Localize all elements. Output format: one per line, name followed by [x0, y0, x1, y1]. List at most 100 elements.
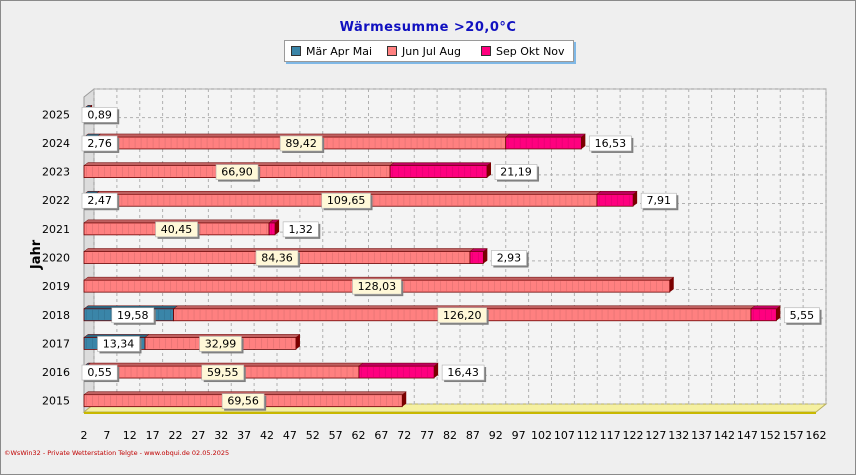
bar-end-face: [487, 162, 492, 178]
x-tick-label: 122: [623, 429, 644, 442]
bar-end-face: [295, 334, 300, 350]
data-label-box: [491, 250, 527, 266]
x-tick-label: 32: [214, 429, 228, 442]
x-tick-label: 102: [531, 429, 552, 442]
bar-segment: [596, 193, 634, 207]
x-tick-label: 142: [714, 429, 735, 442]
x-tick-label: 37: [237, 429, 251, 442]
y-tick-label: 2018: [42, 309, 70, 322]
x-tick-label: 27: [191, 429, 205, 442]
x-tick-label: 62: [352, 429, 366, 442]
data-label: 40,45: [161, 223, 193, 236]
x-tick-label: 112: [577, 429, 598, 442]
y-tick-label: 2022: [42, 194, 70, 207]
bar-end-face: [402, 391, 407, 407]
data-label: 5,55: [790, 309, 815, 322]
legend-label-autumn: Sep Okt Nov: [496, 44, 565, 58]
y-tick-label: 2015: [42, 395, 70, 408]
data-label-box: [279, 135, 323, 152]
data-label: 66,90: [221, 166, 253, 179]
x-tick-label: 157: [783, 429, 804, 442]
x-tick-label: 147: [737, 429, 758, 442]
data-label: 0,89: [87, 108, 112, 121]
data-label: 2,76: [87, 137, 112, 150]
bar-segment: [268, 222, 276, 236]
x-tick-label: 12: [123, 429, 137, 442]
data-label: 69,56: [227, 395, 259, 408]
bar-end-face: [275, 219, 280, 235]
data-label-box: [589, 135, 632, 152]
data-label: 19,58: [117, 309, 149, 322]
x-tick-label: 87: [466, 429, 480, 442]
y-tick-label: 2023: [42, 166, 70, 179]
data-label-box: [321, 192, 371, 209]
bar-top-face: [750, 305, 782, 310]
x-tick-label: 2: [81, 429, 88, 442]
x-tick-label: 7: [103, 429, 110, 442]
x-tick-label: 82: [443, 429, 457, 442]
x-tick-label: 152: [760, 429, 781, 442]
y-tick-label: 2020: [42, 252, 70, 265]
data-label-box: [352, 278, 402, 295]
bar-segment: [358, 365, 435, 379]
bar-end-face: [669, 277, 674, 293]
x-tick-label: 17: [146, 429, 160, 442]
data-label: 0,55: [87, 366, 112, 379]
bar-top-face: [389, 162, 492, 166]
x-tick-label: 47: [283, 429, 297, 442]
legend-item-spring: Mär Apr Mai: [291, 44, 372, 58]
x-tick-label: 137: [691, 429, 712, 442]
x-tick-label: 97: [512, 429, 526, 442]
x-tick-label: 67: [374, 429, 388, 442]
data-label-box: [81, 192, 118, 209]
data-label-box: [199, 336, 242, 352]
data-label: 59,55: [207, 366, 239, 379]
data-label-box: [111, 307, 155, 324]
x-tick-label: 57: [329, 429, 343, 442]
bar-top-face: [358, 362, 439, 367]
bar-end-face: [434, 363, 439, 379]
legend-item-autumn: Sep Okt Nov: [481, 44, 565, 58]
chart-legend: Mär Apr Mai Jun Jul Aug Sep Okt Nov: [284, 40, 574, 62]
data-label: 1,32: [288, 223, 313, 236]
data-label-box: [97, 336, 140, 352]
data-label: 21,19: [500, 166, 532, 179]
data-label-box: [441, 364, 485, 381]
x-tick-label: 42: [260, 429, 274, 442]
data-label-box: [221, 393, 265, 409]
data-label: 13,34: [103, 337, 135, 350]
legend-swatch-spring: [291, 46, 301, 56]
data-label: 2,47: [87, 194, 112, 207]
x-tick-label: 117: [600, 429, 621, 442]
legend-swatch-autumn: [481, 46, 491, 56]
data-label-box: [81, 135, 118, 152]
data-label-box: [81, 364, 118, 381]
x-tick-label: 72: [397, 429, 411, 442]
data-label-box: [215, 164, 259, 180]
legend-label-summer: Jun Jul Aug: [402, 44, 461, 58]
data-label: 109,65: [327, 194, 366, 207]
y-tick-label: 2016: [42, 366, 70, 379]
y-tick-label: 2021: [42, 223, 70, 236]
footer-credit: ©WsWin32 - Private Wetterstation Telgte …: [4, 449, 230, 457]
y-tick-label: 2017: [42, 337, 70, 350]
data-label: 128,03: [358, 280, 397, 293]
x-tick-label: 107: [554, 429, 575, 442]
bar-top-face: [504, 133, 587, 138]
y-tick-label: 2024: [42, 137, 70, 150]
x-tick-label: 92: [489, 429, 503, 442]
data-label: 2,93: [497, 252, 522, 265]
legend-item-summer: Jun Jul Aug: [387, 44, 461, 58]
data-label: 89,42: [285, 137, 317, 150]
x-tick-label: 52: [306, 429, 320, 442]
chart-title: Wärmesumme >20,0°C: [339, 20, 517, 35]
data-label-box: [437, 307, 487, 324]
bar-end-face: [776, 305, 781, 321]
data-label-box: [155, 221, 198, 238]
data-label-box: [494, 164, 538, 180]
data-label-box: [282, 221, 319, 238]
x-tick-label: 162: [806, 429, 827, 442]
data-label: 126,20: [443, 309, 482, 322]
data-label-box: [255, 250, 299, 266]
